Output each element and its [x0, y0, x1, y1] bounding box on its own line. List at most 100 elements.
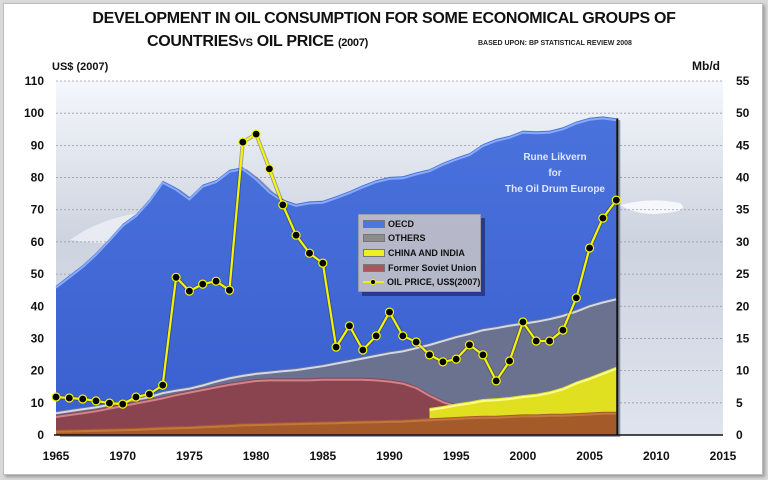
legend-item-others: OTHERS: [363, 232, 426, 244]
y-right-tick-label: 10: [736, 364, 750, 378]
oil-price-point: [344, 321, 355, 331]
legend-item-china-india: CHINA AND INDIA: [363, 247, 465, 259]
y-right-tick-label: 40: [736, 171, 750, 185]
oil-price-point: [78, 394, 88, 404]
y-left-tick-label: 50: [31, 267, 45, 281]
oil-price-point: [171, 272, 181, 282]
oil-price-point: [278, 200, 288, 210]
y-right-tick-label: 15: [736, 331, 750, 345]
legend-swatch-oecd: [363, 220, 385, 228]
oil-price-point: [531, 336, 541, 346]
oil-price-point: [251, 129, 261, 139]
legend-label: OTHERS: [388, 233, 426, 243]
oil-price-point: [131, 392, 141, 402]
x-tick-label: 1990: [376, 449, 403, 463]
oil-price-point: [318, 258, 328, 268]
oil-price-point: [478, 350, 488, 360]
oil-price-point: [584, 243, 595, 253]
oil-price-point: [158, 380, 168, 390]
legend-item-oil-price: OIL PRICE, US$(2007): [363, 276, 480, 288]
y-left-tick-label: 10: [31, 396, 45, 410]
oil-price-point: [611, 195, 621, 205]
title-year: (2007): [337, 37, 368, 49]
oil-price-point: [571, 293, 581, 303]
y-right-tick-label: 20: [736, 299, 750, 313]
y-axis-left-label: US$ (2007): [52, 61, 109, 73]
legend-swatch-fsu: [363, 264, 385, 272]
y-right-tick-label: 35: [736, 203, 750, 217]
oil-price-point: [198, 279, 208, 289]
chart-legend: OECD OTHERS CHINA AND INDIA Former Sovie…: [358, 214, 481, 292]
area-highlight-china-and-india: [429, 367, 617, 411]
y-right-tick-label: 30: [736, 235, 750, 249]
x-tick-label: 1995: [443, 449, 470, 463]
oil-price-point: [505, 356, 515, 366]
x-tick-label: 2015: [710, 449, 737, 463]
y-left-tick-label: 100: [24, 106, 44, 120]
chart-title-line2: COUNTRIESVS OIL PRICE (2007): [147, 33, 368, 51]
oil-price-point: [424, 350, 435, 360]
credit-for: for: [548, 168, 562, 179]
y-right-tick-label: 5: [736, 396, 743, 410]
oil-price-point: [331, 342, 341, 352]
x-tick-label: 2005: [576, 449, 603, 463]
oil-price-point: [598, 213, 608, 223]
source-note: BASED UPON: BP STATISTICAL REVIEW 2008: [478, 40, 632, 47]
background-cloud: [620, 200, 683, 214]
y-left-tick-label: 70: [31, 203, 45, 217]
legend-item-oecd: OECD: [363, 218, 414, 230]
oil-price-point: [118, 399, 128, 409]
oil-price-point: [144, 389, 154, 399]
x-tick-label: 2000: [510, 449, 537, 463]
oil-price-point: [291, 230, 301, 240]
chart-title-line1: DEVELOPMENT IN OIL CONSUMPTION FOR SOME …: [92, 10, 676, 27]
y-right-tick-label: 55: [736, 74, 750, 88]
y-right-tick-label: 0: [736, 428, 743, 442]
y-left-tick-label: 40: [31, 299, 45, 313]
x-tick-label: 1970: [109, 449, 136, 463]
oil-price-point: [64, 393, 74, 403]
x-tick-label: 1975: [176, 449, 203, 463]
y-left-tick-label: 90: [31, 138, 45, 152]
oil-price-point: [398, 331, 408, 341]
oil-price-point: [224, 285, 234, 295]
oil-price-point: [184, 286, 194, 296]
legend-item-fsu: Former Soviet Union: [363, 262, 477, 274]
y-axis-right-label: Mb/d: [692, 59, 720, 73]
oil-price-point: [238, 137, 248, 147]
legend-label: CHINA AND INDIA: [388, 248, 465, 258]
credit-org: The Oil Drum Europe: [504, 184, 605, 195]
y-right-tick-label: 50: [736, 106, 750, 120]
credit-text: Rune Likvern for The Oil Drum Europe: [480, 150, 630, 198]
oil-price-point: [544, 336, 555, 346]
title-vs: VS: [238, 37, 253, 49]
oil-price-point: [304, 248, 315, 258]
oil-price-point: [358, 345, 368, 355]
oil-price-point: [411, 337, 421, 347]
y-right-tick-label: 45: [736, 138, 750, 152]
x-tick-label: 1965: [43, 449, 70, 463]
oil-price-point: [438, 357, 448, 367]
y-left-tick-label: 0: [37, 428, 44, 442]
y-left-tick-label: 60: [31, 235, 45, 249]
legend-marker-oil-price: [363, 277, 384, 287]
oil-price-point: [558, 325, 568, 335]
oil-price-point: [491, 376, 501, 386]
oil-price-point: [264, 164, 274, 174]
oil-price-point: [211, 276, 221, 286]
title-oil-price: OIL PRICE: [252, 33, 334, 50]
area-highlight-base-layer: [55, 412, 617, 433]
oil-price-point: [518, 317, 528, 327]
x-tick-label: 2010: [643, 449, 670, 463]
legend-swatch-china-india: [363, 249, 385, 257]
title-countries: COUNTRIES: [147, 33, 239, 50]
oil-price-point: [91, 396, 101, 406]
x-tick-label: 1980: [243, 449, 270, 463]
legend-swatch-others: [363, 234, 385, 242]
y-left-tick-label: 80: [31, 171, 45, 185]
y-left-tick-label: 20: [31, 364, 45, 378]
oil-price-point: [371, 331, 381, 341]
oil-price-point: [51, 392, 61, 402]
credit-author: Rune Likvern: [523, 152, 587, 163]
